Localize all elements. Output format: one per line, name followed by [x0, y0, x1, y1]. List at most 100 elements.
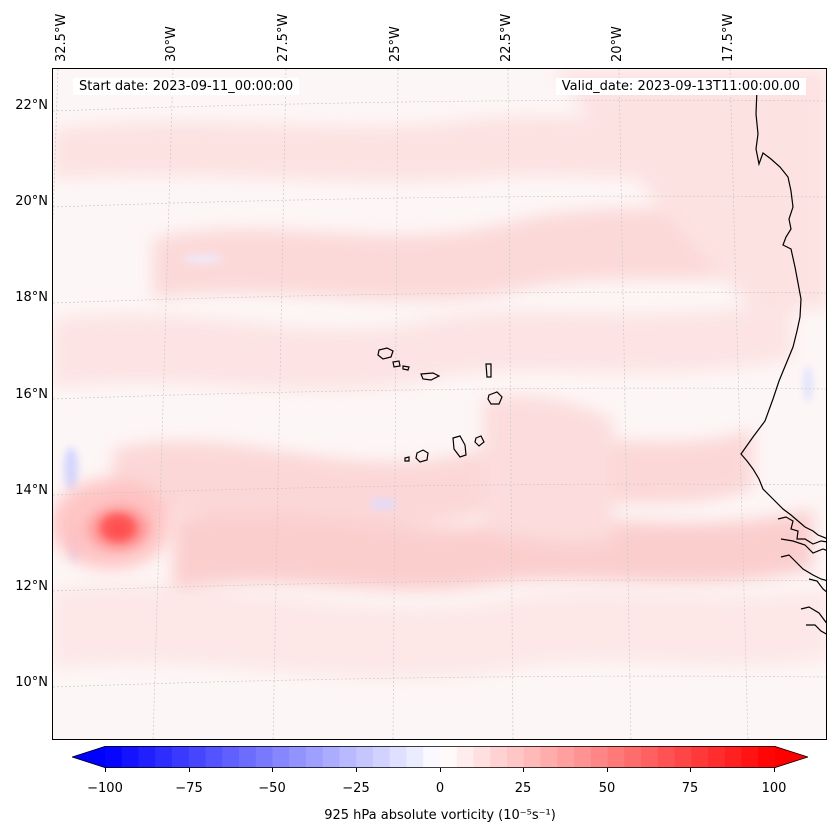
- island-sal: [485, 363, 492, 378]
- lat-label-18n: 18°N: [15, 290, 48, 305]
- colorbar-swatch: [758, 746, 776, 768]
- colorbar: [70, 746, 810, 768]
- colorbar-swatch: [306, 746, 324, 768]
- graticule-lat-20: [53, 195, 826, 208]
- colorbar-swatch: [406, 746, 424, 768]
- lat-label-22n: 22°N: [15, 98, 48, 113]
- map-panel: Start date: 2023-09-11_00:00:00 Valid_da…: [52, 68, 827, 740]
- colorbar-swatch: [155, 746, 173, 768]
- colorbar-swatch: [590, 746, 609, 768]
- graticule-lat-12: [53, 579, 826, 592]
- cape-verde-islands: [377, 347, 503, 463]
- colorbar-title: 925 hPa absolute vorticity (10⁻⁵s⁻¹): [324, 808, 556, 823]
- colorbar-swatch: [624, 746, 642, 768]
- lon-label-32-5w: 32.5°W: [54, 13, 69, 62]
- lon-label-25w: 25°W: [388, 26, 403, 62]
- colorbar-extend-max: [775, 746, 808, 768]
- graticule-lat-14: [53, 483, 826, 496]
- colorbar-tickmark: [356, 768, 357, 772]
- colorbar-tickmark: [440, 768, 441, 772]
- colorbar-tick-label: 75: [681, 781, 699, 796]
- colorbar-tickmark: [523, 768, 524, 772]
- colorbar-swatch: [724, 746, 743, 768]
- colorbar-tickmark: [774, 768, 775, 772]
- graticule-lat-16: [53, 387, 826, 400]
- colorbar-swatch: [423, 746, 441, 768]
- colorbar-swatch: [121, 746, 140, 768]
- colorbar-tick-label: 100: [761, 781, 787, 796]
- colorbar-swatch: [574, 746, 592, 768]
- island-maio: [474, 435, 485, 447]
- colorbar-swatch: [607, 746, 625, 768]
- colorbar-swatch: [641, 746, 659, 768]
- graticule-lat-18: [53, 291, 826, 304]
- colorbar-tickmark: [189, 768, 190, 772]
- colorbar-swatch: [255, 746, 274, 768]
- island-sao-nicolau: [420, 372, 441, 381]
- colorbar-swatch: [389, 746, 408, 768]
- graticule-lon-22-5: [507, 69, 514, 739]
- colorbar-swatch: [691, 746, 709, 768]
- colorbar-swatch: [105, 746, 123, 768]
- colorbar-swatch: [557, 746, 575, 768]
- graticule: [53, 69, 826, 739]
- colorbar-swatch: [272, 746, 290, 768]
- island-brava: [404, 456, 410, 462]
- colorbar-swatch: [456, 746, 475, 768]
- lon-label-27-5w: 27.5°W: [276, 13, 291, 62]
- colorbar-tickmark: [272, 768, 273, 772]
- gambia-senegal-detail: [777, 516, 826, 635]
- colorbar-swatch: [322, 746, 341, 768]
- colorbar-swatch: [172, 746, 190, 768]
- colorbar-tick-label: −25: [342, 781, 370, 796]
- colorbar-tick-label: 25: [514, 781, 532, 796]
- lat-label-14n: 14°N: [15, 483, 48, 498]
- colorbar-swatch: [339, 746, 357, 768]
- colorbar-swatches: [70, 746, 810, 768]
- colorbar-swatch: [138, 746, 156, 768]
- colorbar-tickmark: [690, 768, 691, 772]
- colorbar-swatch: [222, 746, 240, 768]
- colorbar-tick-label: −50: [258, 781, 286, 796]
- island-santo-antao: [377, 347, 394, 360]
- lat-label-20n: 20°N: [15, 194, 48, 209]
- graticule-lon-20: [618, 69, 632, 739]
- colorbar-swatch: [490, 746, 508, 768]
- island-fogo: [415, 449, 429, 463]
- colorbar-tickmark: [607, 768, 608, 772]
- colorbar-tick-label: 0: [435, 781, 445, 796]
- colorbar-swatch: [289, 746, 307, 768]
- graticule-lon-25: [392, 69, 399, 739]
- island-santa-luzia: [402, 365, 410, 371]
- colorbar-swatch: [523, 746, 542, 768]
- lon-label-20w: 20°W: [610, 26, 625, 62]
- lat-label-12n: 12°N: [15, 579, 48, 594]
- island-santiago: [452, 435, 467, 458]
- lon-label-17-5w: 17.5°W: [721, 13, 736, 62]
- colorbar-extend-min: [72, 746, 105, 768]
- colorbar-tick-label: −100: [87, 781, 123, 796]
- colorbar-swatch: [473, 746, 491, 768]
- colorbar-swatch: [507, 746, 525, 768]
- colorbar-swatch: [708, 746, 726, 768]
- graticule-lon-32-5: [53, 69, 59, 220]
- colorbar-swatch: [540, 746, 558, 768]
- colorbar-swatch: [188, 746, 207, 768]
- colorbar-swatch: [205, 746, 223, 768]
- graticule-lat-10: [53, 675, 826, 688]
- colorbar-swatch: [657, 746, 676, 768]
- colorbar-tick-label: −75: [175, 781, 203, 796]
- vortex-maximum: [53, 479, 171, 569]
- colorbar-swatch: [440, 746, 458, 768]
- graticule-lon-27-5: [272, 69, 287, 739]
- valid-date-label: Valid_date: 2023-09-13T11:00:00.00: [555, 78, 806, 95]
- colorbar-tickmark: [105, 768, 106, 772]
- vorticity-map: [53, 69, 826, 739]
- lon-label-22-5w: 22.5°W: [499, 13, 514, 62]
- lat-label-10n: 10°N: [15, 675, 48, 690]
- colorbar-swatch: [373, 746, 391, 768]
- colorbar-swatch: [356, 746, 374, 768]
- graticule-lon-30: [152, 69, 174, 739]
- colorbar-swatch: [741, 746, 759, 768]
- lat-label-16n: 16°N: [15, 387, 48, 402]
